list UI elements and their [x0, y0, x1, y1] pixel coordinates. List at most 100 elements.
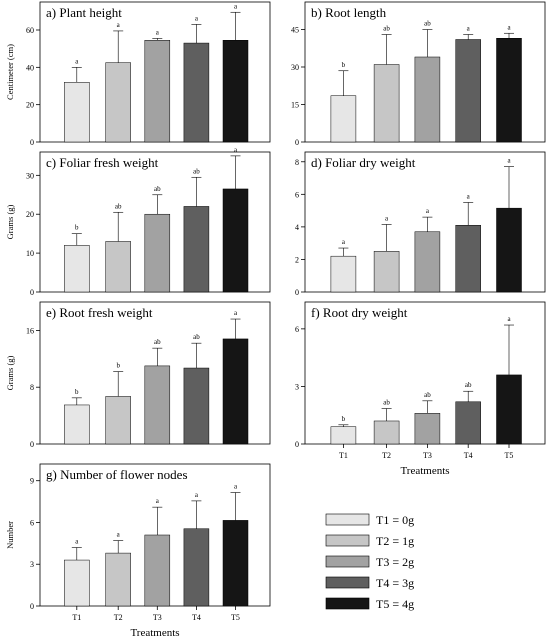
significance-letter: a	[507, 157, 511, 165]
chart-panel: 0 2 4 6 8 d) Foliar dry weight a a a a a	[295, 151, 546, 297]
panel-title: a) Plant height	[46, 5, 122, 20]
legend: T1 = 0g T2 = 1g T3 = 2g T4 = 3g T5 = 4g	[325, 513, 414, 611]
bar-T2	[105, 396, 131, 445]
x-tick-label: T1	[339, 451, 348, 460]
y-axis-label: Grams (g)	[5, 204, 15, 239]
x-tick-label: T2	[382, 451, 391, 460]
y-tick-label: 9	[30, 477, 34, 486]
y-tick-label: 20	[26, 210, 34, 219]
significance-letter: a	[507, 23, 511, 31]
y-tick-label: 8	[30, 383, 34, 392]
y-tick-label: 3	[30, 560, 34, 569]
bar-T5	[496, 207, 522, 293]
bar-T2	[105, 62, 131, 143]
y-tick-label: 4	[295, 223, 299, 232]
y-axis-label: Grams (g)	[5, 355, 15, 390]
y-tick-label: 10	[26, 249, 34, 258]
significance-letter: a	[156, 28, 160, 36]
x-tick-label: T3	[153, 613, 162, 622]
legend-swatch	[325, 576, 370, 589]
significance-letter: a	[156, 497, 160, 505]
legend-label: T1 = 0g	[376, 513, 414, 527]
significance-letter: a	[234, 2, 238, 10]
x-axis-label: Treatments	[400, 465, 449, 477]
y-tick-label: 45	[291, 26, 299, 35]
chart-panel: 0 10 20 30 Grams (g) c) Foliar fresh weight b a…	[5, 146, 271, 297]
panel-title: g) Number of flower nodes	[46, 467, 188, 482]
legend-label: T4 = 3g	[376, 576, 414, 590]
y-tick-label: 30	[291, 63, 299, 72]
y-tick-label: 30	[26, 171, 34, 180]
y-tick-label: 40	[26, 63, 34, 72]
bar-T4	[455, 225, 481, 293]
significance-letter: b	[75, 388, 79, 396]
bar-T5	[222, 520, 249, 607]
significance-letter: a	[426, 207, 430, 215]
bar-T3	[144, 213, 171, 293]
x-tick-label: T5	[231, 613, 240, 622]
legend-swatch	[325, 597, 370, 610]
significance-letter: ab	[383, 25, 390, 33]
y-tick-label: 0	[30, 288, 34, 297]
y-tick-label: 0	[295, 138, 299, 147]
significance-letter: ab	[154, 338, 161, 346]
bar-T4	[455, 401, 481, 445]
y-tick-label: 0	[295, 288, 299, 297]
x-tick-label: T4	[192, 613, 201, 622]
significance-letter: ab	[383, 399, 390, 407]
legend-swatch	[325, 513, 370, 526]
x-tick-label: T4	[464, 451, 473, 460]
bar-T1	[330, 426, 357, 445]
y-tick-label: 16	[26, 326, 34, 335]
bar-T2	[105, 241, 131, 293]
bar-T3	[414, 413, 441, 445]
bar-T1	[64, 559, 90, 607]
significance-letter: a	[467, 192, 471, 200]
y-tick-label: 2	[295, 255, 299, 264]
legend-label: T3 = 2g	[376, 555, 414, 569]
y-tick-label: 15	[291, 101, 299, 110]
y-tick-label: 6	[295, 325, 299, 334]
bar-T1	[330, 95, 357, 143]
bar-T4	[455, 39, 481, 143]
x-axis-label: Treatments	[130, 627, 179, 639]
bar-T4	[183, 206, 210, 293]
significance-letter: b	[342, 61, 346, 69]
panel-title: d) Foliar dry weight	[311, 155, 416, 170]
x-tick-label: T2	[114, 613, 123, 622]
chart-panel: 0 3 6 9 Number g) Number of flower nodes a T1 a T…	[5, 463, 271, 639]
significance-letter: a	[385, 214, 389, 222]
panel-title: f) Root dry weight	[311, 305, 408, 320]
significance-letter: a	[117, 531, 121, 539]
chart-panel: 0 8 16 Grams (g) e) Root fresh weight b b ab ab a	[5, 301, 271, 449]
x-tick-label: T1	[72, 613, 81, 622]
bar-T5	[222, 188, 249, 293]
bar-T5	[222, 338, 249, 445]
bar-T5	[496, 374, 522, 445]
bar-T3	[414, 231, 441, 293]
x-tick-label: T5	[505, 451, 514, 460]
chart-panel: 0 15 30 45 b) Root length b ab ab a a	[291, 1, 546, 147]
y-tick-label: 0	[30, 138, 34, 147]
bar-T5	[496, 38, 522, 143]
significance-letter: a	[75, 57, 79, 65]
significance-letter: a	[117, 21, 121, 29]
y-tick-label: 8	[295, 158, 299, 167]
significance-letter: a	[195, 14, 199, 22]
chart-panel: 0 3 6 f) Root dry weight b T1 ab T2 ab T3 ab T4 a T5 T…	[295, 301, 546, 477]
significance-letter: b	[116, 362, 120, 370]
significance-letter: b	[342, 415, 346, 423]
significance-letter: b	[75, 224, 79, 232]
y-tick-label: 0	[30, 440, 34, 449]
bar-T4	[183, 528, 210, 607]
bar-T1	[64, 82, 90, 143]
y-tick-label: 0	[30, 602, 34, 611]
significance-letter: a	[342, 238, 346, 246]
y-tick-label: 60	[26, 26, 34, 35]
bar-T3	[144, 365, 171, 445]
y-tick-label: 0	[295, 440, 299, 449]
bar-T2	[105, 552, 131, 607]
legend-label: T2 = 1g	[376, 534, 414, 548]
